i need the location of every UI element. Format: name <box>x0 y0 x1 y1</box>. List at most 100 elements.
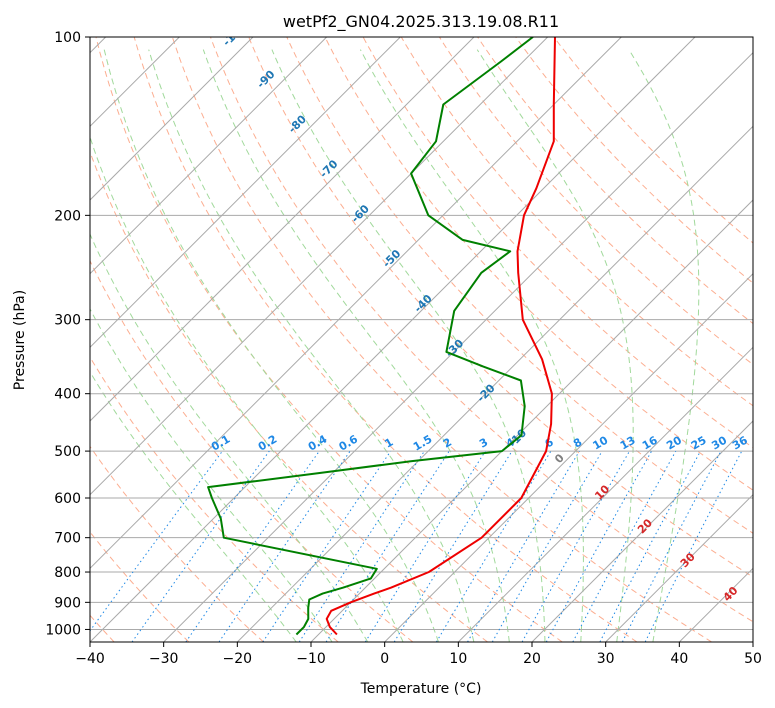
dry-adiabat <box>400 37 753 407</box>
mixing-ratio-line <box>435 450 552 642</box>
mixing-ratio-label: 3 <box>477 436 490 451</box>
mixing-ratio-line <box>572 450 677 642</box>
dry-adiabat <box>324 37 753 491</box>
y-tick-label: 600 <box>54 491 81 507</box>
moist-adiabat <box>202 49 510 642</box>
moist-adiabat <box>90 308 333 642</box>
dry-adiabat <box>90 150 488 642</box>
isotherm <box>678 567 753 642</box>
mixing-ratio-line <box>262 450 392 642</box>
temperature-line <box>325 37 556 636</box>
profile-lines <box>207 37 556 636</box>
moist-adiabat <box>90 370 297 642</box>
mixing-ratio-line <box>545 450 653 642</box>
mixing-ratio-line <box>364 450 486 642</box>
dry-adiabat <box>90 531 190 642</box>
isotherm-label: -70 <box>317 157 340 180</box>
y-tick-label: 700 <box>54 531 81 547</box>
isotherm-label: -60 <box>349 202 372 225</box>
mixing-ratio-line <box>644 450 743 642</box>
x-tick-label: −10 <box>296 651 326 667</box>
x-tick-label: −20 <box>223 651 253 667</box>
dry-adiabat <box>210 37 753 623</box>
x-tick-label: −30 <box>149 651 179 667</box>
isotherm <box>90 37 254 201</box>
mixing-ratio-label: 8 <box>571 436 584 451</box>
isotherm-label: -80 <box>286 112 309 135</box>
plot-frame <box>89 36 754 643</box>
mixing-ratio-label: 0.6 <box>337 432 361 453</box>
mixing-ratio-line <box>393 450 513 642</box>
moist-adiabat <box>90 135 404 642</box>
isotherm <box>90 37 475 422</box>
isotherm-label: -50 <box>380 247 403 270</box>
y-axis: 1000 900 800 700 600 500 400 300 200 100 <box>45 30 90 638</box>
y-tick-label: 800 <box>54 565 81 581</box>
y-tick-label: 500 <box>54 444 81 460</box>
mixing-ratio-label: 13 <box>618 434 638 453</box>
dry-adiabat <box>90 259 414 642</box>
mixing-ratio-line <box>131 450 270 642</box>
isotherm <box>90 37 622 570</box>
mixing-ratio-label: 16 <box>640 433 660 452</box>
mixing-ratio-label: 0.2 <box>256 433 279 454</box>
x-axis-label: Temperature (°C) <box>360 681 482 697</box>
isotherm <box>605 493 753 642</box>
mixing-ratio-label: 20 <box>664 433 684 452</box>
isotherm <box>457 346 753 642</box>
mixing-ratio-line <box>90 450 223 632</box>
x-tick-label: −40 <box>75 651 105 667</box>
isotherm <box>90 37 401 349</box>
isotherm-label: 0 <box>552 451 567 466</box>
isotherm <box>90 37 549 496</box>
isotherm-label: -90 <box>254 68 277 91</box>
y-tick-label: 900 <box>54 595 81 611</box>
y-tick-label: 400 <box>54 387 81 403</box>
mixing-ratio-label: 30 <box>709 433 729 452</box>
isotherm <box>163 51 753 642</box>
mixing-ratio-line <box>467 450 580 642</box>
isotherm-label: 20 <box>635 516 655 536</box>
chart-title: wetPf2_GN04.2025.313.19.08.R11 <box>283 12 559 32</box>
mixing-ratio-line <box>599 450 701 642</box>
mixing-ratio-line <box>185 450 320 642</box>
x-tick-label: 30 <box>597 651 615 667</box>
dry-adiabat <box>95 37 563 642</box>
isotherm <box>90 37 696 642</box>
dry-adiabat <box>438 37 753 366</box>
isotherm-label: -100 <box>220 20 249 49</box>
y-axis-label: Pressure (hPa) <box>12 290 28 390</box>
dry-adiabat <box>553 37 753 244</box>
mixing-ratio-label: 0.1 <box>209 433 232 454</box>
mixing-ratio-label: 25 <box>689 434 709 453</box>
y-tick-label: 1000 <box>45 622 81 638</box>
moist-adiabat <box>628 49 700 642</box>
isotherm-label: -40 <box>412 292 435 315</box>
x-tick-label: 10 <box>449 651 467 667</box>
isotherm-label: 10 <box>592 482 612 502</box>
moist-adiabat <box>148 49 475 642</box>
mixing-ratio-line <box>218 450 351 642</box>
moist-adiabat <box>90 232 369 642</box>
dry-adiabat <box>171 37 712 642</box>
dewpoint-line <box>207 37 534 636</box>
mixing-ratio-label: 1.5 <box>411 433 434 454</box>
mixing-ratio-label: 10 <box>591 433 611 452</box>
isotherm <box>310 199 753 642</box>
dry-adiabat <box>90 445 264 642</box>
x-tick-label: 50 <box>744 651 762 667</box>
moist-adiabat <box>103 49 439 642</box>
x-tick-label: 40 <box>670 651 688 667</box>
y-tick-label: 100 <box>54 30 81 46</box>
moist-adiabat <box>359 49 584 642</box>
isotherm <box>236 125 753 642</box>
dry-adiabat <box>133 37 638 642</box>
x-tick-label: 20 <box>523 651 541 667</box>
isotherm <box>752 641 753 642</box>
dry-adiabat <box>248 37 753 578</box>
x-axis: −40 −30 −20 −10 0 10 20 30 40 50 <box>75 642 762 667</box>
isotherm <box>90 37 328 275</box>
y-tick-label: 200 <box>54 208 81 224</box>
moist-adiabat <box>476 49 634 642</box>
